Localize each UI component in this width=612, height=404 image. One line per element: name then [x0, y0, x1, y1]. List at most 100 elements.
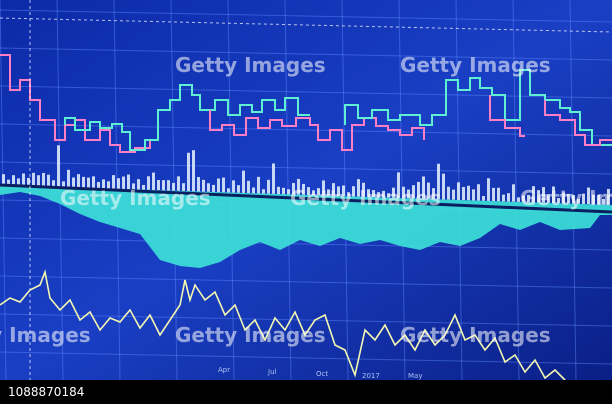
volume-bars — [2, 145, 610, 205]
volume-bar — [352, 186, 355, 197]
volume-bar — [257, 176, 260, 194]
volume-bar — [172, 182, 175, 191]
volume-bar — [502, 194, 505, 202]
divider — [0, 183, 612, 214]
volume-bar — [572, 195, 575, 204]
volume-bar — [447, 186, 450, 200]
volume-bar — [212, 184, 215, 192]
volume-bar — [87, 177, 90, 188]
volume-bar — [197, 176, 200, 192]
watermark: Getty Images — [400, 53, 551, 77]
volume-bar — [107, 181, 110, 189]
volume-bar — [302, 183, 305, 195]
volume-bar — [217, 178, 220, 193]
volume-bar — [457, 182, 460, 200]
volume-bar — [17, 178, 20, 186]
volume-bar — [252, 187, 255, 194]
grid-line — [0, 275, 612, 289]
volume-bar — [167, 180, 170, 191]
volume-bar — [477, 184, 480, 201]
grid-line — [227, 0, 235, 381]
volume-bar — [417, 181, 420, 199]
volume-bar — [492, 187, 495, 202]
volume-bar — [562, 192, 565, 204]
volume-bar — [152, 172, 155, 190]
volume-bar — [347, 192, 350, 197]
caption-strip — [0, 380, 612, 404]
price-line-right — [344, 69, 612, 146]
volume-bar — [592, 194, 595, 205]
volume-bar — [357, 179, 360, 197]
grid-line — [0, 47, 612, 61]
volume-bar — [607, 188, 610, 205]
axis-label: Jul — [267, 368, 277, 376]
volume-bar — [262, 189, 265, 194]
volume-bar — [402, 186, 405, 199]
volume-bar — [412, 185, 415, 199]
volume-bar — [42, 172, 45, 187]
grid-line — [0, 351, 612, 365]
volume-bar — [267, 179, 270, 194]
volume-bar — [407, 189, 410, 199]
volume-bar — [372, 190, 375, 198]
volume-bar — [232, 180, 235, 193]
volume-bar — [182, 183, 185, 191]
volume-bar — [567, 193, 570, 204]
volume-bar — [427, 182, 430, 199]
volume-bar — [242, 170, 245, 193]
volume-bar — [342, 185, 345, 197]
volume-bar — [132, 183, 135, 190]
axis-label: Oct — [316, 370, 328, 378]
volume-bar — [522, 195, 525, 203]
volume-bar — [82, 176, 85, 188]
price-line-mid — [209, 110, 425, 151]
volume-bar — [497, 187, 500, 202]
volume-bar — [207, 183, 210, 192]
volume-bar — [397, 172, 400, 198]
volume-bar — [552, 186, 555, 204]
volume-bar — [102, 179, 105, 189]
volume-bar — [92, 176, 95, 189]
grid-line — [0, 161, 612, 175]
volume-bar — [47, 174, 50, 187]
volume-bar — [137, 179, 140, 190]
volume-bar — [277, 186, 280, 195]
volume-bar — [12, 175, 15, 186]
watermark: Getty Images — [400, 323, 551, 347]
axis-label: Apr — [218, 366, 230, 374]
volume-bar — [472, 189, 475, 201]
volume-bar — [462, 186, 465, 201]
volume-bar — [77, 174, 80, 188]
price-line-up — [64, 84, 310, 151]
price-line-right-down — [489, 95, 612, 146]
volume-bar — [157, 179, 160, 191]
grid-line — [0, 237, 612, 251]
volume-bar — [142, 184, 145, 190]
volume-bar — [202, 179, 205, 192]
volume-bar — [307, 187, 310, 196]
volume-bar — [97, 182, 100, 189]
grid-line — [0, 9, 612, 23]
grid-line — [0, 313, 612, 327]
volume-bar — [542, 187, 545, 203]
volume-bar — [377, 192, 380, 198]
volume-bar — [577, 199, 580, 204]
volume-bar — [387, 193, 390, 198]
grid-line — [512, 0, 520, 381]
axis-labels: Apr Jul Oct 2017 May — [218, 366, 422, 380]
crosshair-horizontal — [0, 17, 612, 33]
volume-bar — [292, 183, 295, 195]
volume-bar — [602, 198, 605, 205]
volume-bar — [62, 181, 65, 188]
volume-bar — [392, 187, 395, 198]
volume-bar — [2, 174, 5, 186]
volume-bar — [22, 173, 25, 186]
volume-bar — [287, 189, 290, 195]
volume-bar — [382, 190, 385, 198]
volume-bar — [67, 169, 70, 188]
volume-bar — [442, 173, 445, 200]
axis-label: May — [408, 372, 422, 380]
volume-bar — [587, 187, 590, 205]
